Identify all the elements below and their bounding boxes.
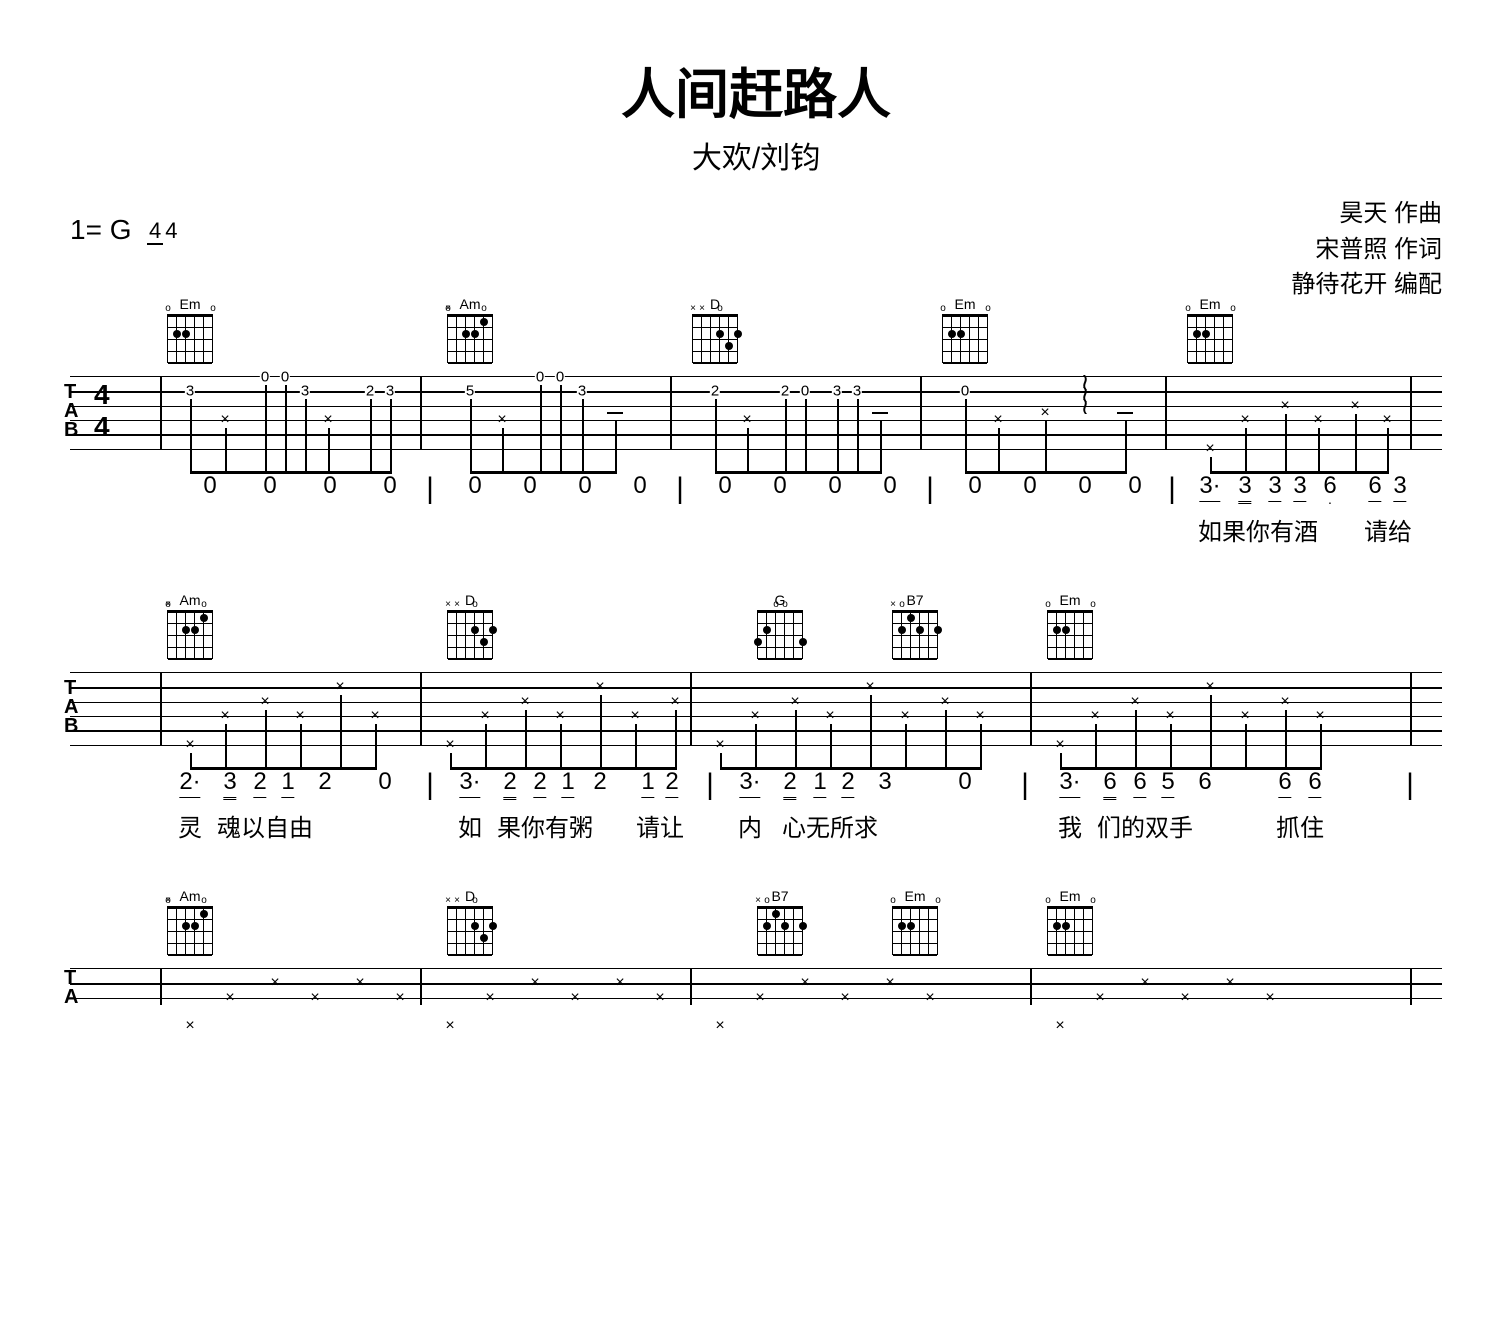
tab-staff-3: TA ×××××××××××××××××××××××× — [70, 968, 1442, 1005]
system-2: Amoo× Do×× Goo B7o× Emoo TAB ×××××××××××××××… — [70, 592, 1442, 848]
tab-staff-2: TAB ××××××××××××××××××××××××××××× — [70, 672, 1442, 746]
tab-staff-1: TAB 44 3×003×235×0032×20330××≀ ≀ ≀×××××× — [70, 376, 1442, 450]
chord-diagram: Emoo — [1187, 296, 1233, 363]
chord-diagram: B7o× — [892, 592, 938, 659]
chord-diagram: Emoo — [1047, 888, 1093, 955]
key-signature: 1= G 44 — [70, 214, 1442, 246]
chord-diagram: Emoo — [892, 888, 938, 955]
chord-row-1: Emoo Amoo× Do×× Emoo Emoo — [70, 296, 1442, 376]
jianpu-row-2: 2·32120|3·221212|3·21230|3·665666| — [70, 768, 1442, 808]
chord-diagram: Emoo — [1047, 592, 1093, 659]
jianpu-row-1: 0000|0000|0000|0000|3·3336·63 — [70, 472, 1442, 512]
chord-diagram: Emoo — [167, 296, 213, 363]
time-sig: 44 — [94, 379, 110, 443]
chord-diagram: Amoo× — [167, 592, 213, 659]
lyrics-row-2: 灵魂以自由如果你有粥请让内心无所求我们的双手抓住 — [70, 808, 1442, 848]
song-artist: 大欢/刘钧 — [70, 133, 1442, 177]
tab-clef: TAB — [64, 383, 76, 440]
chord-diagram: Amoo× — [447, 296, 493, 363]
lyrics-row-1: 如果你有酒请给 — [70, 512, 1442, 552]
chord-diagram: Amoo× — [167, 888, 213, 955]
chord-row-2: Amoo× Do×× Goo B7o× Emoo — [70, 592, 1442, 672]
tab-clef: TAB — [64, 679, 76, 736]
chord-diagram: Do×× — [447, 888, 493, 955]
chord-diagram: Goo — [757, 592, 803, 659]
chord-diagram: Do×× — [447, 592, 493, 659]
system-3: Amoo× Do×× B7o× Emoo Emoo TA ×××××××××××××××… — [70, 888, 1442, 1005]
chord-diagram: Emoo — [942, 296, 988, 363]
system-1: Emoo Amoo× Do×× Emoo Emoo TAB 44 3×003×235×0… — [70, 296, 1442, 552]
song-title: 人间赶路人 — [70, 50, 1442, 129]
chord-diagram: B7o× — [757, 888, 803, 955]
chord-diagram: Do×× — [692, 296, 738, 363]
tab-clef: TA — [64, 969, 76, 1007]
chord-row-3: Amoo× Do×× B7o× Emoo Emoo — [70, 888, 1442, 968]
